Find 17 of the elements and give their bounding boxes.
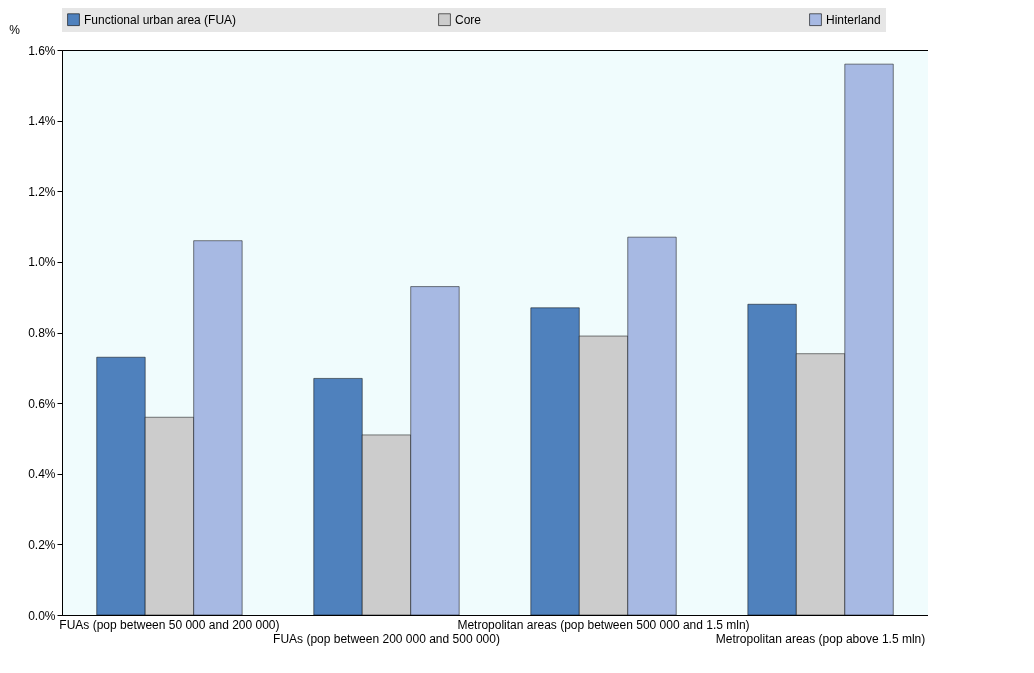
- y-tick-label: 1.6%: [28, 43, 56, 58]
- x-tick-label: FUAs (pop between 200 000 and 500 000): [273, 631, 500, 646]
- legend-label: Functional urban area (FUA): [84, 12, 237, 27]
- y-tick-label: 1.0%: [28, 255, 56, 270]
- x-tick-label: FUAs (pop between 50 000 and 200 000): [59, 617, 280, 632]
- y-tick-label: 1.4%: [28, 114, 56, 129]
- y-axis-title: %: [9, 22, 21, 37]
- y-tick-label: 0.6%: [28, 396, 56, 411]
- y-tick-label: 0.4%: [28, 467, 56, 482]
- legend-label: Core: [455, 12, 482, 27]
- x-tick-label: Metropolitan areas (pop above 1.5 mln): [715, 631, 926, 646]
- y-tick-label: 0.2%: [28, 537, 56, 552]
- x-tick-label: Metropolitan areas (pop between 500 000 and 1.5 mln): [457, 617, 750, 632]
- legend-label: Hinterland: [826, 12, 881, 27]
- y-tick-label: 0.8%: [28, 326, 56, 340]
- y-tick-label: 0.0%: [28, 608, 56, 623]
- y-tick-label: 1.2%: [28, 184, 56, 199]
